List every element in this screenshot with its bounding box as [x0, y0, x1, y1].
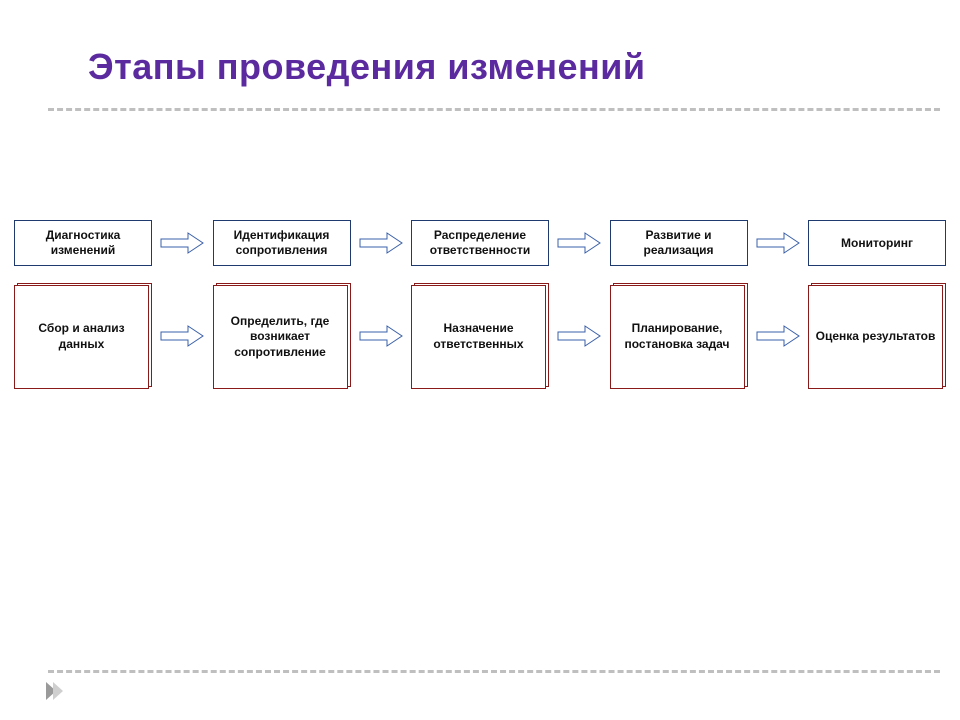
detail-box-2: Определить, где возникает сопротивление [213, 283, 351, 389]
footer-rule [48, 670, 940, 673]
arrow-icon [160, 232, 204, 254]
title-underline [48, 108, 940, 111]
arrow-icon [359, 325, 403, 347]
arrow-icon [756, 232, 800, 254]
stage-box-5: Мониторинг [808, 220, 946, 266]
arrow-icon [160, 325, 204, 347]
flow-row-stages: Диагностика изменений Идентификация сопр… [14, 218, 946, 268]
detail-box-1: Сбор и анализ данных [14, 283, 152, 389]
detail-box-front: Оценка результатов [808, 285, 943, 389]
detail-label: Оценка результатов [816, 329, 936, 345]
arrow-icon [359, 232, 403, 254]
arrow-icon [557, 232, 601, 254]
stage-box-3: Распределение ответственности [411, 220, 549, 266]
arrow-icon [557, 325, 601, 347]
detail-label: Назначение ответственных [418, 321, 539, 352]
detail-box-front: Планирование, постановка задач [610, 285, 745, 389]
detail-label: Определить, где возникает сопротивление [220, 314, 341, 361]
page-title: Этапы проведения изменений [88, 46, 645, 88]
detail-box-front: Сбор и анализ данных [14, 285, 149, 389]
detail-box-front: Определить, где возникает сопротивление [213, 285, 348, 389]
stage-label: Диагностика изменений [21, 228, 145, 258]
stage-box-1: Диагностика изменений [14, 220, 152, 266]
slide: Этапы проведения изменений Диагностика и… [0, 0, 960, 720]
arrow-icon [756, 325, 800, 347]
flow-row-details: Сбор и анализ данных Определить, где воз… [14, 280, 946, 392]
stage-box-2: Идентификация сопротивления [213, 220, 351, 266]
stage-label: Мониторинг [841, 236, 913, 251]
detail-box-5: Оценка результатов [808, 283, 946, 389]
detail-box-front: Назначение ответственных [411, 285, 546, 389]
detail-label: Планирование, постановка задач [617, 321, 738, 352]
detail-box-3: Назначение ответственных [411, 283, 549, 389]
detail-box-4: Планирование, постановка задач [610, 283, 748, 389]
stage-box-4: Развитие и реализация [610, 220, 748, 266]
stage-label: Распределение ответственности [418, 228, 542, 258]
stage-label: Развитие и реализация [617, 228, 741, 258]
chevron-right-icon [44, 680, 66, 702]
stage-label: Идентификация сопротивления [220, 228, 344, 258]
detail-label: Сбор и анализ данных [21, 321, 142, 352]
